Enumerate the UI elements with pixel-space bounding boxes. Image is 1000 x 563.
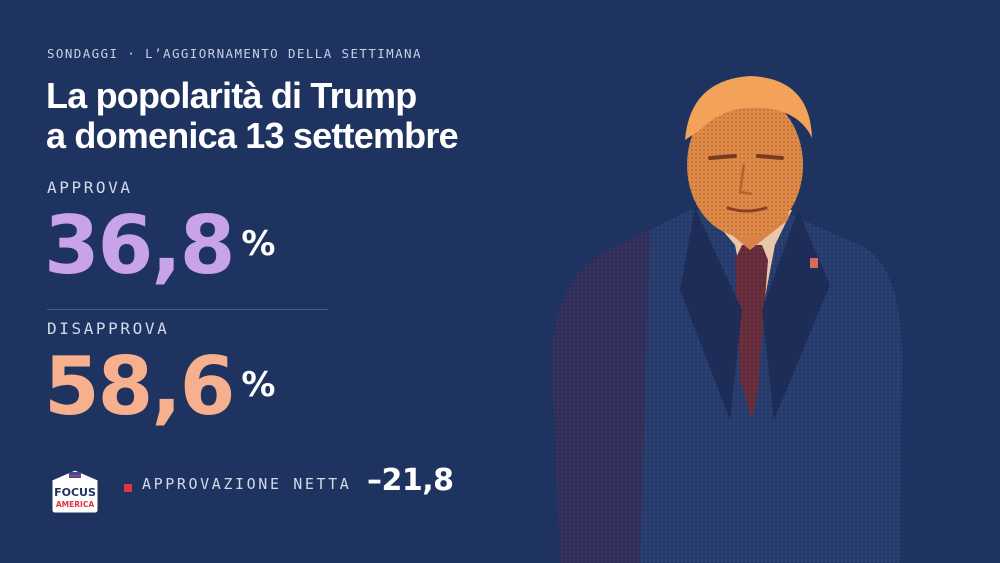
net-approval-label: APPROVAZIONE NETTA: [142, 475, 352, 493]
logo-text-focus: FOCUS: [54, 486, 96, 499]
disapprove-unit: %: [241, 365, 276, 405]
disapprove-value: 58,6: [44, 340, 235, 433]
title-line-2: a domenica 13 settembre: [46, 115, 459, 156]
disapprove-label: DISAPPROVA: [47, 319, 170, 338]
page-title: La popolarità di Trump a domenica 13 set…: [46, 76, 566, 156]
title-line-1: La popolarità di Trump: [46, 75, 417, 116]
logo-text-america: AMERICA: [56, 500, 94, 509]
net-approval-value: –21,8: [367, 463, 454, 498]
approve-value: 36,8: [44, 199, 235, 292]
net-marker: [124, 484, 132, 492]
approve-unit: %: [241, 224, 276, 264]
stat-divider: [47, 309, 328, 310]
approve-label: APPROVA: [47, 178, 133, 197]
portrait-illustration: [552, 76, 902, 563]
focus-america-logo: FOCUS AMERICA: [51, 469, 99, 514]
approve-value-block: 36,8%: [44, 202, 275, 288]
section-kicker: SONDAGGI · L’AGGIORNAMENTO DELLA SETTIMA…: [47, 46, 422, 61]
disapprove-value-block: 58,6%: [44, 343, 275, 429]
